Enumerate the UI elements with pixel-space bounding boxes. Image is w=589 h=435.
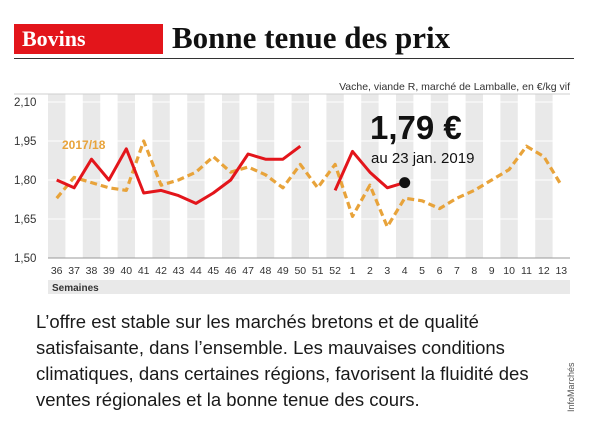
week-stripe [291, 94, 309, 258]
x-tick-label: 5 [419, 265, 425, 277]
y-tick-label: 1,95 [14, 136, 36, 148]
header-rule [14, 58, 574, 59]
price-chart: Vache, viande R, marché de Lamballe, en … [14, 81, 570, 294]
x-tick-label: 52 [329, 265, 341, 277]
series-line-current [56, 144, 302, 205]
credit: InfoMarchés [566, 362, 588, 432]
x-tick-label: 39 [103, 265, 115, 277]
x-tick-label: 9 [489, 265, 495, 277]
x-tick-label: 50 [294, 265, 306, 277]
series-line-current [333, 149, 406, 192]
x-tick-label: 37 [68, 265, 80, 277]
x-tick-label: 43 [173, 265, 185, 277]
week-stripe [465, 94, 483, 258]
chart-subtitle: Vache, viande R, marché de Lamballe, en … [339, 81, 570, 93]
x-tick-label: 49 [277, 265, 289, 277]
annotation-point [399, 177, 411, 189]
week-stripe [535, 94, 553, 258]
week-stripe [361, 94, 379, 258]
x-tick-label: 47 [242, 265, 254, 277]
series-line-2017-18 [55, 139, 563, 229]
x-tick-label: 38 [86, 265, 98, 277]
week-stripe [326, 94, 344, 258]
y-tick-label: 1,50 [14, 253, 36, 265]
x-tick-label: 46 [225, 265, 237, 277]
series-label-2017-18: 2017/18 [62, 138, 106, 152]
x-tick-label: 41 [138, 265, 150, 277]
week-stripe [222, 94, 240, 258]
week-stripe [48, 94, 66, 258]
x-tick-label: 40 [120, 265, 132, 277]
x-tick-label: 7 [454, 265, 460, 277]
x-tick-label: 10 [503, 265, 515, 277]
week-stripe [117, 94, 135, 258]
x-tick-label: 6 [437, 265, 443, 277]
x-tick-label: 8 [471, 265, 477, 277]
week-stripe [430, 94, 449, 258]
x-tick-label: 13 [555, 265, 567, 277]
x-tick-label: 44 [190, 265, 202, 277]
x-tick-label: 51 [312, 265, 324, 277]
x-axis-label: Semaines [52, 283, 99, 294]
x-tick-label: 2 [367, 265, 373, 277]
week-stripe [396, 94, 414, 258]
x-tick-label: 3 [384, 265, 390, 277]
category-tag: Bovins [14, 24, 163, 54]
x-tick-label: 11 [521, 265, 532, 277]
xlabel-band [48, 280, 570, 294]
week-stripe [187, 94, 205, 258]
week-stripe [500, 94, 518, 258]
annotation-date: au 23 jan. 2019 [371, 150, 474, 167]
x-tick-label: 36 [51, 265, 63, 277]
x-tick-label: 42 [155, 265, 167, 277]
y-tick-label: 2,10 [14, 97, 36, 109]
y-tick-label: 1,80 [14, 175, 36, 187]
x-tick-label: 12 [538, 265, 550, 277]
x-tick-label: 4 [402, 265, 408, 277]
x-tick-label: 45 [207, 265, 219, 277]
x-tick-label: 1 [350, 265, 356, 277]
week-stripe [82, 94, 101, 258]
annotation-value: 1,79 € [370, 109, 462, 146]
header: Bovins Bonne tenue des prix [14, 16, 574, 60]
page-title: Bonne tenue des prix [172, 20, 451, 55]
week-stripe [152, 94, 170, 258]
credit-label: InfoMarchés [566, 362, 576, 412]
x-tick-label: 48 [260, 265, 272, 277]
body-text: L’offre est stable sur les marchés breto… [36, 311, 529, 410]
y-tick-label: 1,65 [14, 214, 36, 226]
